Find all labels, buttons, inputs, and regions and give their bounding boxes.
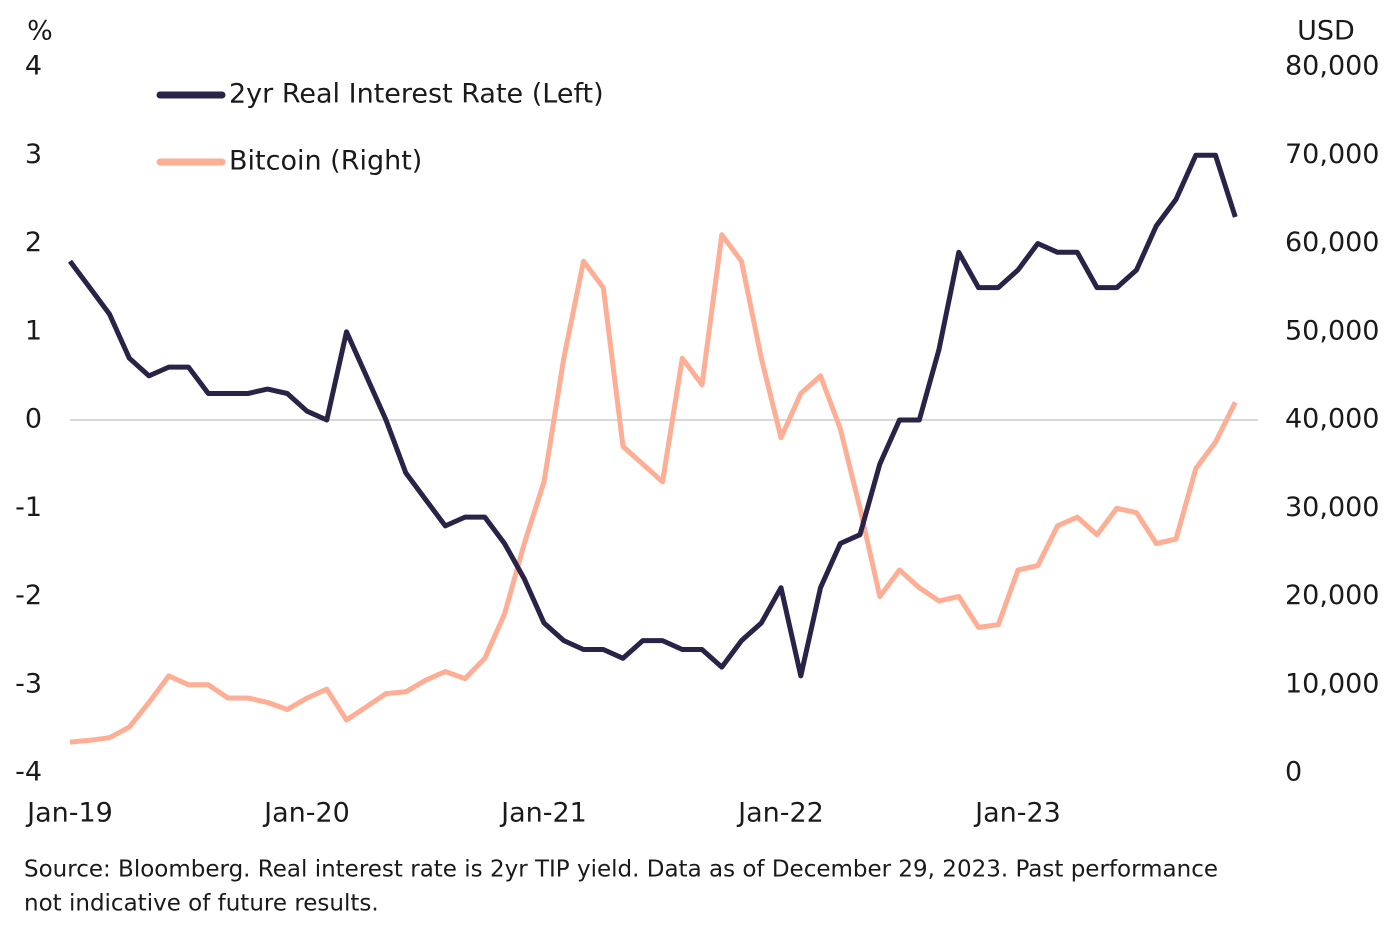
y2-tick-label: 30,000 xyxy=(1285,492,1379,523)
y2-tick-label: 80,000 xyxy=(1285,51,1379,82)
x-tick-label: Jan-21 xyxy=(499,798,587,829)
legend-label: 2yr Real Interest Rate (Left) xyxy=(229,79,604,110)
y2-tick-label: 0 xyxy=(1285,757,1302,788)
x-tick-label: Jan-23 xyxy=(973,798,1061,829)
y-tick-label: -4 xyxy=(15,757,42,788)
y-tick-label: 2 xyxy=(25,227,42,258)
x-tick-label: Jan-20 xyxy=(262,798,350,829)
y-tick-label: 0 xyxy=(25,404,42,435)
y-tick-label: -1 xyxy=(15,492,42,523)
source-note: not indicative of future results. xyxy=(24,891,379,917)
y-tick-label: -3 xyxy=(15,668,42,699)
y2-tick-label: 10,000 xyxy=(1285,668,1379,699)
y-axis-label: % xyxy=(27,16,53,47)
x-tick-label: Jan-19 xyxy=(25,798,113,829)
y2-axis-label: USD xyxy=(1297,16,1355,47)
y2-tick-label: 20,000 xyxy=(1285,580,1379,611)
y2-tick-label: 60,000 xyxy=(1285,227,1379,258)
series-line xyxy=(69,232,1238,745)
y2-tick-label: 70,000 xyxy=(1285,139,1379,170)
legend-label: Bitcoin (Right) xyxy=(229,146,422,177)
y-tick-label: 1 xyxy=(25,315,42,346)
y2-tick-label: 40,000 xyxy=(1285,404,1379,435)
y2-tick-label: 50,000 xyxy=(1285,315,1379,346)
series-line xyxy=(68,152,1238,679)
y-tick-label: -2 xyxy=(15,580,42,611)
source-note: Source: Bloomberg. Real interest rate is… xyxy=(24,857,1218,883)
y-tick-label: 3 xyxy=(25,139,42,170)
y-tick-label: 4 xyxy=(25,51,42,82)
x-tick-label: Jan-22 xyxy=(736,798,824,829)
